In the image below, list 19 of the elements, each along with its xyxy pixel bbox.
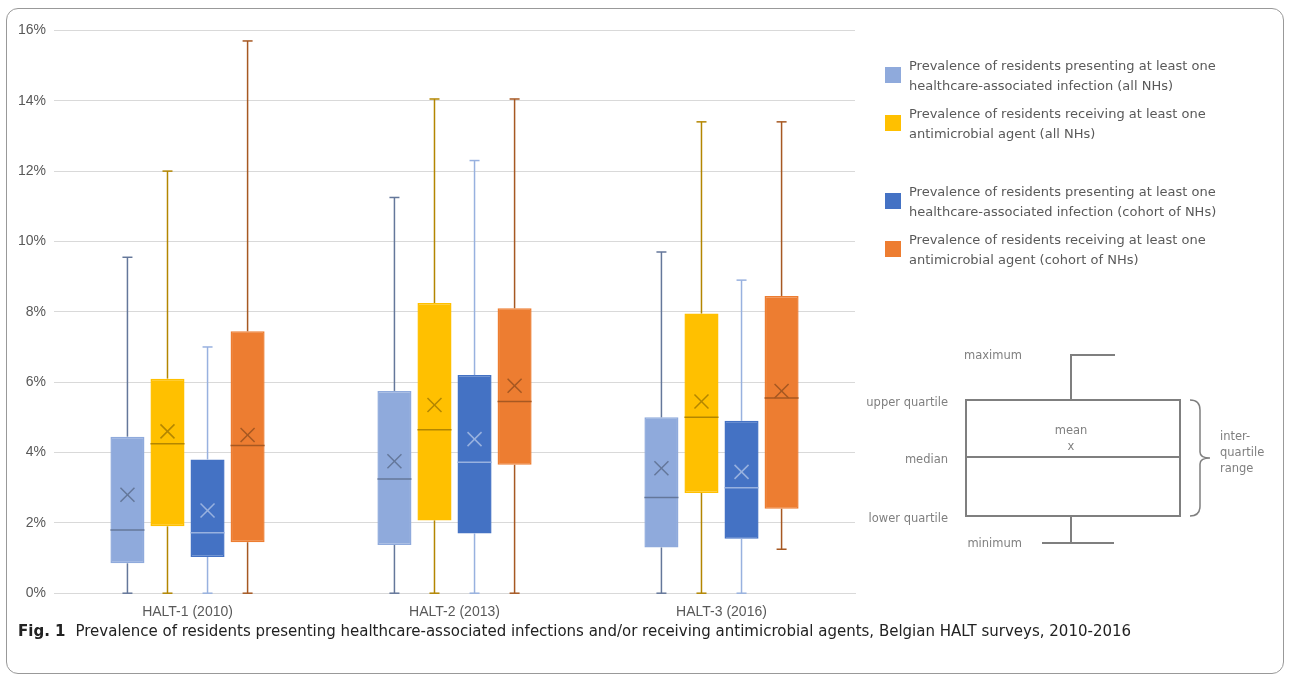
x-tick-label: HALT-2 (2013) [409,603,500,620]
legend-label: Prevalence of residents receiving at least one antimicrobial agent (cohort of NHs) [909,231,1207,269]
legend-label: Prevalence of residents presenting at least one healthcare-associated infection (all NHs) [909,57,1217,95]
x-tick-label: HALT-3 (2016) [676,603,767,620]
y-tick-label: 12% [17,161,47,178]
y-tick-label: 14% [17,91,47,108]
legend-label: Prevalence of residents receiving at least one antimicrobial agent (all NHs) [909,105,1207,143]
x-tick-label: HALT-1 (2010) [142,603,233,620]
y-tick-label: 2% [25,513,47,530]
y-tick-label: 4% [25,443,47,460]
caption: Fig. 1 [18,622,66,640]
y-tick-label: 16% [17,21,47,38]
text: Prevalence of residents presenting healthcare-associated infections and/or receiving antimicrobial agents, Belgian HALT surveys, 2010-2016 [75,622,1132,640]
y-tick-label: 0% [25,584,47,601]
y-tick-label: 6% [25,373,47,390]
box-plot-key: maximum upper quartile mean x median lower quartile minimum inter-quartile range [866,348,1265,550]
legend-label: Prevalence of residents presenting at least one healthcare-associated infection (cohort of NHs) [909,183,1218,221]
y-tick-label: 8% [25,302,47,319]
y-tick-label: 10% [17,232,47,249]
